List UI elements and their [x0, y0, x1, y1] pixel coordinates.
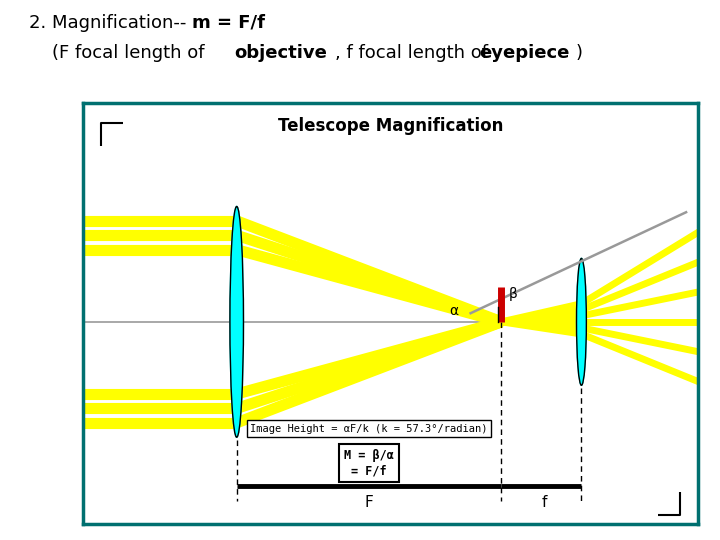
Text: objective: objective [234, 44, 327, 62]
Text: α: α [449, 304, 458, 318]
Text: m = F/f: m = F/f [192, 14, 265, 31]
Text: Image Height = αF/k (k = 57.3°/radian): Image Height = αF/k (k = 57.3°/radian) [251, 423, 488, 434]
Text: M = β/α
= F/f: M = β/α = F/f [344, 449, 394, 477]
Text: (F focal length of: (F focal length of [29, 44, 210, 62]
Text: 2. Magnification--: 2. Magnification-- [29, 14, 186, 31]
Text: , f focal length of: , f focal length of [335, 44, 493, 62]
Text: f: f [542, 495, 547, 510]
Text: eyepiece: eyepiece [479, 44, 570, 62]
Text: β: β [509, 287, 518, 301]
Text: Telescope Magnification: Telescope Magnification [278, 117, 503, 135]
Ellipse shape [230, 206, 243, 437]
Ellipse shape [577, 258, 586, 386]
Text: ): ) [576, 44, 583, 62]
Text: F: F [364, 495, 374, 510]
